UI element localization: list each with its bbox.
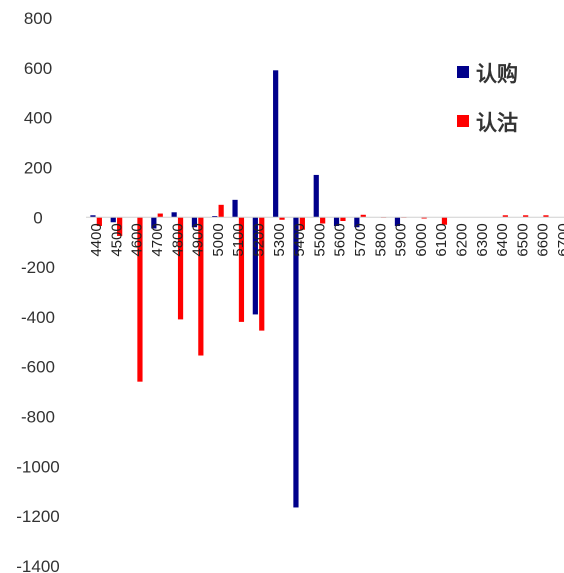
call-bar-4400 — [90, 215, 96, 218]
x-tick-label: 5000 — [210, 223, 227, 256]
x-tick-label: 6700 — [555, 223, 564, 256]
x-tick-label: 4500 — [108, 223, 125, 256]
put-bar-5200 — [259, 217, 265, 331]
y-tick-label: 600 — [24, 59, 52, 78]
x-tick-label: 5500 — [311, 223, 328, 256]
call-bar-5200 — [252, 217, 258, 315]
x-tick-label: 6000 — [413, 223, 430, 256]
legend-label: 认购 — [476, 62, 518, 86]
x-tick-label: 5200 — [251, 223, 268, 256]
y-tick-label: -800 — [21, 408, 55, 427]
put-bar-5500 — [320, 217, 326, 224]
put-bar-6500 — [523, 215, 529, 218]
x-tick-label: 4900 — [190, 223, 207, 256]
bars — [90, 70, 564, 508]
x-tick-label: 6100 — [433, 223, 450, 256]
x-tick-label: 4700 — [149, 223, 166, 256]
call-bar-5300 — [273, 70, 279, 218]
call-bar-5600 — [333, 217, 340, 226]
call-bar-5500 — [313, 174, 319, 218]
put-bar-4700 — [157, 213, 163, 218]
x-tick-label: 5800 — [372, 223, 389, 256]
y-tick-label: -1400 — [16, 557, 59, 573]
put-bar-6000 — [421, 217, 427, 219]
x-tick-label: 4400 — [88, 223, 105, 256]
x-tick-label: 5400 — [291, 223, 308, 256]
put-bar-5300 — [279, 217, 285, 220]
call-bar-5400 — [293, 217, 299, 508]
call-bar-4900 — [191, 217, 198, 228]
x-tick-label: 4600 — [129, 223, 146, 256]
put-bar-6400 — [502, 215, 508, 218]
y-tick-label: 800 — [24, 9, 52, 28]
legend-swatch — [457, 66, 469, 78]
put-bar-4900 — [198, 217, 204, 356]
y-tick-label: -200 — [21, 258, 55, 277]
put-bar-5400 — [299, 217, 305, 230]
put-bar-5000 — [218, 204, 224, 218]
x-tick-label: 5300 — [271, 223, 288, 256]
y-tick-label: 0 — [33, 208, 42, 227]
y-tick-label: 200 — [24, 158, 52, 177]
put-bar-4800 — [177, 217, 184, 320]
call-bar-4800 — [171, 212, 177, 218]
legend-swatch — [457, 115, 469, 127]
y-axis: 800 600 400 200 0 -200 -400 -600 -800 -1000 -1200 -… — [16, 9, 59, 573]
put-bar-6100 — [441, 217, 448, 225]
put-bar-5100 — [238, 217, 245, 322]
put-bar-5700 — [360, 214, 366, 218]
x-tick-label: 6500 — [514, 223, 531, 256]
put-bar-6600 — [543, 215, 549, 218]
x-tick-label: 5100 — [230, 223, 247, 256]
y-tick-label: -1200 — [16, 507, 59, 526]
x-axis: 4400 4500 4600 4700 4800 4900 5000 5100 5200 5300… — [86, 216, 564, 257]
call-bar-5900 — [394, 217, 401, 226]
legend-label: 认沽 — [476, 111, 518, 135]
put-bar-5600 — [340, 217, 346, 222]
call-bar-4700 — [151, 217, 157, 229]
x-tick-label: 6600 — [535, 223, 552, 256]
y-tick-label: -600 — [21, 358, 55, 377]
call-bar-5700 — [354, 217, 360, 228]
x-tick-label: 6300 — [474, 223, 491, 256]
put-bar-4400 — [96, 217, 102, 226]
call-bar-4500 — [110, 217, 116, 223]
x-tick-label: 6200 — [454, 223, 471, 256]
y-tick-label: -1000 — [16, 457, 59, 476]
call-bar-5100 — [232, 199, 238, 218]
x-tick-label: 6400 — [494, 223, 511, 256]
put-bar-4500 — [117, 217, 123, 236]
put-bar-4600 — [137, 217, 143, 382]
x-tick-label: 5900 — [393, 223, 410, 256]
y-tick-label: -400 — [21, 308, 55, 327]
y-tick-label: 400 — [24, 109, 52, 128]
call-bar-5000 — [212, 216, 218, 218]
x-tick-label: 5700 — [352, 223, 369, 256]
x-tick-label: 4800 — [169, 223, 186, 256]
x-tick-label: 5600 — [332, 223, 349, 256]
